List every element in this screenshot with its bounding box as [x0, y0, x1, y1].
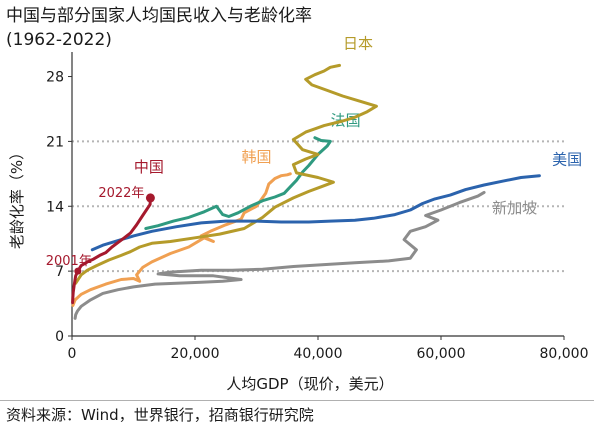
series-label-美国: 美国: [552, 151, 582, 169]
series-line-日本: [74, 63, 378, 285]
series-line-法国: [144, 136, 332, 230]
chart-canvas: 0 7 14 21 28 0 20,000 40,000 60,000 80,000 人均GDP（现…: [8, 35, 589, 393]
series-label-中国: 中国: [134, 158, 164, 176]
chart-title: 中国与部分国家人均国民收入与老龄化率 (1962-2022): [6, 4, 312, 52]
source-note: 资料来源：Wind，世界银行，招商银行研究院: [6, 406, 314, 424]
x-tick-label-40000: 40,000: [294, 346, 343, 362]
x-tick-label-0: 0: [68, 346, 77, 362]
y-tick-label-7: 7: [55, 264, 64, 280]
y-tick-label-0: 0: [55, 329, 64, 345]
chart-title-line-2: (1962-2022): [6, 30, 112, 50]
series-label-韩国: 韩国: [241, 148, 271, 166]
series-line-新加坡: [73, 190, 486, 320]
series-line-中国: [71, 196, 152, 305]
x-axis-title: 人均GDP（现价，美元）: [226, 375, 393, 393]
china-2022-marker: [145, 193, 155, 203]
china-2001-marker: [74, 267, 82, 275]
series-label-新加坡: 新加坡: [492, 199, 537, 217]
source-divider: [0, 400, 594, 401]
y-tick-label-28: 28: [46, 70, 64, 86]
series-line-美国: [90, 174, 541, 252]
x-tick-label-20000: 20,000: [171, 346, 220, 362]
y-tick-label-21: 21: [46, 134, 64, 150]
chart-title-line-1: 中国与部分国家人均国民收入与老龄化率: [6, 6, 312, 26]
china-2022-annotation: 2022年: [98, 186, 144, 201]
x-tick-label-60000: 60,000: [417, 346, 466, 362]
series-label-日本: 日本: [343, 35, 373, 53]
x-tick-label-80000: 80,000: [540, 346, 589, 362]
china-2001-annotation: 2001年: [46, 254, 92, 269]
y-tick-label-14: 14: [46, 199, 64, 215]
y-axis-title: 老龄化率（%）: [8, 145, 26, 249]
